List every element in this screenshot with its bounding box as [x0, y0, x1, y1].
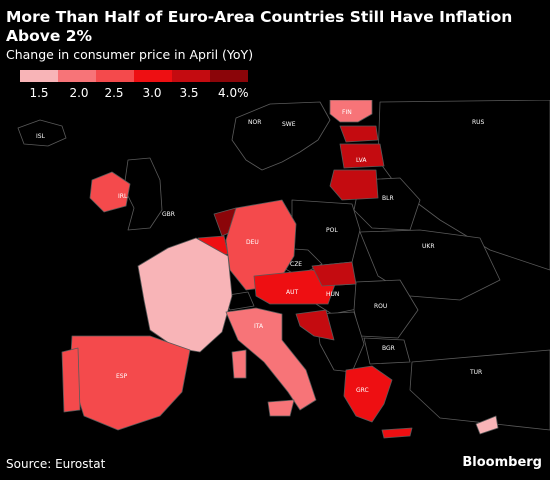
label-esp: ESP: [116, 373, 128, 380]
region-cyprus: [475, 415, 499, 435]
region-bulgaria: [363, 337, 411, 365]
region-ireland: [89, 171, 131, 213]
region-sicily: [267, 399, 295, 417]
region-scandinavia: [231, 101, 331, 171]
label-rou: ROU: [374, 303, 387, 310]
europe-map: ISL NOR SWE FIN RUS LVA BLR IRL GBR DEU …: [17, 100, 550, 439]
region-romania: [353, 279, 419, 339]
label-nor: NOR: [248, 119, 261, 126]
region-turkey: [409, 349, 550, 431]
region-crete: [381, 427, 413, 439]
label-aut: AUT: [286, 289, 298, 296]
region-latvia: [339, 143, 385, 169]
label-lva: LVA: [356, 157, 367, 164]
region-austria: [253, 269, 339, 305]
legend-tick-6: 4.0%: [218, 86, 249, 100]
legend-swatch-1: [20, 70, 58, 82]
bloomberg-logo: Bloomberg: [462, 455, 542, 470]
label-pol: POL: [326, 227, 338, 234]
label-tur: TUR: [469, 369, 482, 376]
chart-title: More Than Half of Euro-Area Countries St…: [6, 8, 513, 45]
label-hun: HUN: [326, 291, 339, 298]
region-finland: [329, 100, 373, 123]
legend-swatch-4: [134, 70, 172, 82]
legend-tick-1: 1.5: [29, 86, 49, 100]
region-greece: [343, 365, 393, 423]
legend-swatch-3: [96, 70, 134, 82]
label-cze: CZE: [290, 261, 302, 268]
label-ukr: UKR: [422, 243, 435, 250]
label-isl: ISL: [36, 133, 46, 140]
label-bgr: BGR: [382, 345, 395, 352]
color-legend: 1.5 2.0 2.5 3.0 3.5 4.0%: [6, 70, 276, 102]
legend-tick-4: 3.0: [142, 86, 162, 100]
region-sardinia: [231, 349, 247, 379]
region-great-britain: [123, 157, 163, 231]
label-fin: FIN: [342, 109, 352, 116]
label-rus: RUS: [472, 119, 485, 126]
source-note: Source: Eurostat: [6, 457, 106, 471]
region-france: [137, 237, 233, 353]
region-estonia: [339, 125, 379, 143]
chart-subtitle: Change in consumer price in April (YoY): [6, 47, 254, 62]
region-italy: [225, 307, 317, 411]
region-iceland: [17, 119, 67, 147]
region-portugal: [61, 347, 81, 413]
label-deu: DEU: [246, 239, 259, 246]
region-slovakia: [311, 261, 357, 287]
legend-tick-3: 2.5: [104, 86, 124, 100]
label-swe: SWE: [282, 121, 296, 128]
region-spain: [69, 335, 191, 431]
label-irl: IRL: [118, 193, 128, 200]
label-gbr: GBR: [162, 211, 175, 218]
legend-tick-5: 3.5: [179, 86, 199, 100]
label-ita: ITA: [254, 323, 264, 330]
label-blr: BLR: [382, 195, 394, 202]
region-croatia: [295, 309, 335, 341]
legend-tick-2: 2.0: [69, 86, 89, 100]
label-grc: GRC: [356, 387, 369, 394]
legend-swatch-2: [58, 70, 96, 82]
legend-swatch-6: [210, 70, 248, 82]
region-lithuania: [329, 169, 379, 201]
legend-swatch-5: [172, 70, 210, 82]
